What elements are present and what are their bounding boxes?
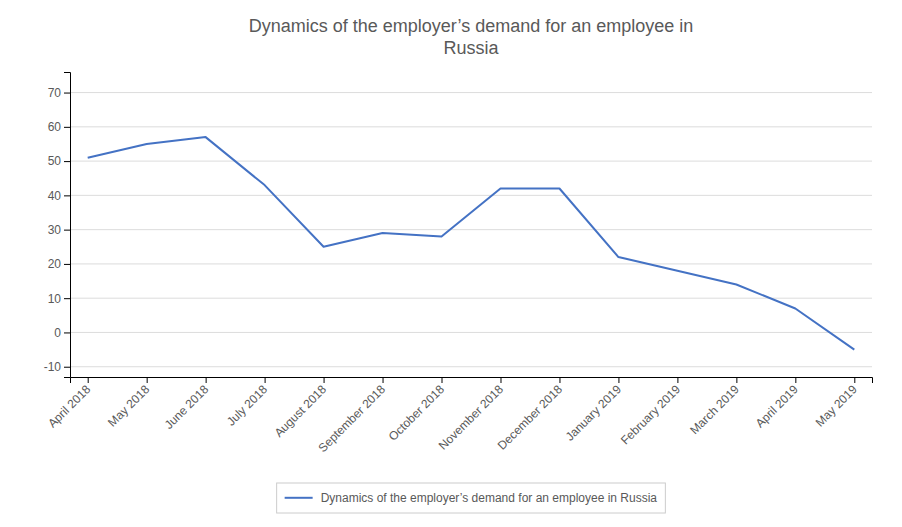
x-tick: December 2018 <box>495 377 566 453</box>
x-tick-label: May 2018 <box>105 382 152 429</box>
x-tick-mark <box>442 377 443 383</box>
x-tick-mark <box>265 377 266 383</box>
legend-items: Dynamics of the employer’s demand for an… <box>285 491 658 505</box>
x-tick-mark <box>677 377 678 383</box>
grid-line <box>70 161 872 162</box>
chart: -10 0 10 20 30 40 50 60 70 April 2018 May 2018June… <box>0 0 902 527</box>
y-tick-mark <box>64 367 70 368</box>
x-tick-label: August 2018 <box>272 382 330 440</box>
y-tick-mark <box>64 264 70 265</box>
x-tick: October 2018 <box>386 377 448 444</box>
x-tick-label: May 2019 <box>813 382 860 429</box>
y-tick: 70 <box>48 86 70 100</box>
y-tick: 20 <box>48 257 70 271</box>
x-tick: April 2019 <box>753 377 801 430</box>
y-tick-label: 30 <box>48 223 62 237</box>
y-tick-label: 70 <box>48 86 62 100</box>
grid-line <box>70 92 872 93</box>
plot-area: -10 0 10 20 30 40 50 60 70 April 2018 May 2018June… <box>44 73 873 456</box>
series-line <box>88 137 855 349</box>
y-tick: 10 <box>48 292 70 306</box>
grid-line <box>70 126 872 127</box>
title-line: Russia <box>443 38 499 58</box>
y-tick: 40 <box>48 189 70 203</box>
y-tick-mark <box>64 332 70 333</box>
y-tick-label: 40 <box>48 189 62 203</box>
grid-line <box>70 263 872 264</box>
grid-line <box>70 195 872 196</box>
y-tick: 0 <box>54 326 70 340</box>
y-tick-mark <box>64 298 70 299</box>
x-tick-label: December 2018 <box>495 382 566 453</box>
x-tick-mark <box>795 377 796 383</box>
x-tick: January 2019 <box>563 377 625 444</box>
legend-swatch <box>285 497 313 499</box>
y-tick-mark <box>64 93 70 94</box>
x-tick: July 2018 <box>224 377 270 429</box>
x-tick-mark <box>559 377 560 383</box>
series-group <box>88 137 855 349</box>
legend-item: Dynamics of the employer’s demand for an… <box>285 491 658 505</box>
y-axis: -10 0 10 20 30 40 50 60 70 <box>44 73 71 378</box>
y-tick: 30 <box>48 223 70 237</box>
x-tick-label: April 2018 <box>45 382 93 430</box>
y-tick: 60 <box>48 120 70 134</box>
y-tick: 50 <box>48 154 70 168</box>
x-axis: April 2018 May 2018June 2018 July 2018Augu… <box>45 377 872 455</box>
grid <box>70 93 872 367</box>
x-tick-mark <box>147 377 148 383</box>
x-tick: May 2019 <box>813 377 860 430</box>
y-tick-mark <box>64 195 70 196</box>
x-tick-label: July 2018 <box>224 382 270 428</box>
y-tick-mark <box>64 230 70 231</box>
x-tick: March 2019 <box>687 377 742 437</box>
x-tick-mark <box>206 377 207 383</box>
x-tick-mark <box>88 377 89 383</box>
x-tick-label: September 2018 <box>315 382 388 455</box>
x-tick: May 2018 <box>105 377 152 430</box>
x-tick: June 2018 <box>162 377 212 432</box>
grid-line <box>70 298 872 299</box>
x-tick: September 2018 <box>315 377 388 455</box>
y-tick-label: -10 <box>44 360 62 374</box>
title-line: Dynamics of the employer’s demand for an… <box>249 16 694 36</box>
grid-line <box>70 332 872 333</box>
x-tick-label: June 2018 <box>162 382 212 432</box>
y-tick-mark <box>64 127 70 128</box>
legend: Dynamics of the employer’s demand for an… <box>277 483 666 513</box>
x-tick-label: January 2019 <box>563 382 625 444</box>
x-axis-line <box>71 378 873 384</box>
y-tick-label: 50 <box>48 154 62 168</box>
grid-line <box>70 366 872 367</box>
x-tick-mark <box>383 377 384 383</box>
x-tick-mark <box>500 377 501 383</box>
x-tick-label: April 2019 <box>753 382 801 430</box>
x-tick-mark <box>324 377 325 383</box>
x-tick-label: October 2018 <box>386 382 448 444</box>
y-tick-label: 20 <box>48 257 62 271</box>
x-tick: April 2018 <box>45 377 93 430</box>
y-tick-label: 10 <box>48 292 62 306</box>
y-tick-label: 0 <box>54 326 61 340</box>
title: Dynamics of the employer’s demand for an… <box>249 16 694 58</box>
x-tick-mark <box>618 377 619 383</box>
legend-box <box>277 483 666 513</box>
grid-line <box>70 229 872 230</box>
y-tick-label: 60 <box>48 120 62 134</box>
x-tick-mark <box>854 377 855 383</box>
y-tick-mark <box>64 161 70 162</box>
legend-label: Dynamics of the employer’s demand for an… <box>321 491 658 505</box>
x-tick-label: March 2019 <box>687 382 742 437</box>
x-tick: February 2019 <box>618 377 683 447</box>
y-axis-line <box>64 73 71 378</box>
x-tick: August 2018 <box>272 377 330 440</box>
x-tick-label: February 2019 <box>618 382 683 447</box>
x-tick-mark <box>736 377 737 383</box>
y-tick: -10 <box>44 360 70 374</box>
